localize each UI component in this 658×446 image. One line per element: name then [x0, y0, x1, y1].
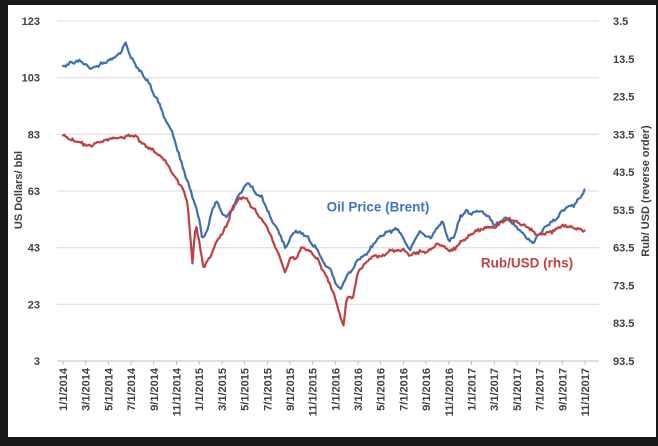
- right-tick-label: 43.5: [613, 167, 634, 179]
- x-tick-label: 5/1/2017: [512, 368, 524, 411]
- x-tick-label: 1/1/2016: [330, 368, 342, 411]
- right-tick-label: 13.5: [613, 54, 634, 66]
- x-tick-label: 7/1/2014: [126, 367, 138, 411]
- x-tick-label: 3/1/2016: [353, 368, 365, 411]
- left-tick-label: 83: [28, 129, 40, 141]
- x-tick-label: 1/1/2015: [194, 368, 206, 411]
- x-tick-label: 1/1/2017: [467, 368, 479, 411]
- left-tick-label: 63: [28, 186, 40, 198]
- x-tick-label: 5/1/2015: [240, 368, 252, 411]
- right-tick-label: 23.5: [613, 92, 634, 104]
- left-tick-label: 103: [22, 73, 40, 85]
- right-tick-label: 63.5: [613, 243, 634, 255]
- x-tick-label: 3/1/2017: [489, 368, 501, 411]
- x-tick-label: 11/1/2016: [444, 368, 456, 416]
- x-tick-label: 3/1/2014: [81, 367, 93, 411]
- right-tick-label: 93.5: [613, 356, 634, 368]
- left-tick-label: 43: [28, 243, 40, 255]
- chart-background: [8, 5, 656, 437]
- right-tick-label: 83.5: [613, 318, 634, 330]
- rub-usd-line: [61, 133, 586, 327]
- x-tick-label: 5/1/2016: [376, 368, 388, 411]
- x-tick-label: 3/1/2015: [217, 368, 229, 411]
- right-tick-label: 53.5: [613, 205, 634, 217]
- left-tick-label: 23: [28, 299, 40, 311]
- right-tick-label: 73.5: [613, 280, 634, 292]
- right-tick-label: 33.5: [613, 129, 634, 141]
- x-tick-label: 7/1/2015: [262, 368, 274, 411]
- x-tick-label: 1/1/2014: [58, 367, 70, 411]
- right-tick-label: 3.5: [613, 16, 628, 28]
- left-tick-label: 3: [34, 356, 40, 368]
- x-tick-label: 9/1/2017: [557, 368, 569, 411]
- x-tick-label: 9/1/2015: [285, 368, 297, 411]
- x-tick-label: 7/1/2016: [398, 368, 410, 411]
- x-tick-label: 9/1/2016: [421, 368, 433, 411]
- x-tick-label: 11/1/2015: [308, 368, 320, 416]
- left-tick-label: 123: [22, 16, 40, 28]
- x-tick-label: 9/1/2014: [149, 367, 161, 411]
- x-tick-label: 11/1/2014: [172, 367, 184, 416]
- oil-price-line: [61, 41, 586, 291]
- x-tick-label: 5/1/2014: [103, 367, 115, 411]
- x-tick-label: 11/1/2017: [580, 368, 592, 416]
- x-tick-label: 7/1/2017: [535, 368, 547, 411]
